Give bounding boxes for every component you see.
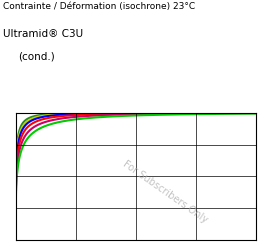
Text: Ultramid® C3U: Ultramid® C3U bbox=[3, 29, 83, 39]
Text: (cond.): (cond.) bbox=[18, 51, 55, 61]
Text: Contrainte / Déformation (isochrone) 23°C: Contrainte / Déformation (isochrone) 23°… bbox=[3, 2, 195, 12]
Text: For Subscribers Only: For Subscribers Only bbox=[121, 159, 209, 225]
